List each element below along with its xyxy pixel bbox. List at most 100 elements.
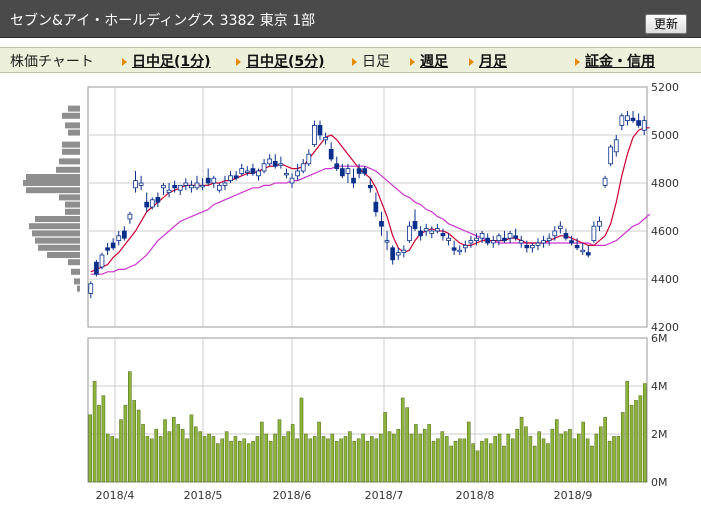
candle-body [211, 177, 217, 184]
candle-body [613, 139, 619, 153]
candle [194, 175, 200, 191]
candle [166, 183, 172, 198]
volume-bar [625, 380, 629, 483]
volume-bar [106, 433, 110, 483]
volume-bar [572, 438, 577, 483]
tab-monthly[interactable]: 月足 [469, 51, 507, 71]
candle [496, 233, 502, 246]
candle-body [312, 125, 317, 146]
volume-bar [471, 443, 475, 483]
tab-label: 株価チャート [10, 54, 94, 70]
x-tick-label: 2018/4 [96, 489, 135, 502]
tab-intraday-1min[interactable]: 日中足(1分) [122, 51, 211, 71]
volume-bar [145, 436, 150, 483]
volume-profile-bar [35, 237, 80, 244]
tab-intraday-5min[interactable]: 日中足(5分) [236, 51, 325, 71]
candle-body [362, 168, 368, 174]
candle-body [485, 237, 491, 244]
volume-bar [541, 438, 546, 483]
candle [284, 168, 289, 179]
volume-bar [356, 438, 361, 483]
candle-body [339, 168, 345, 177]
title-bar: セブン&アイ・ホールディングス 3382 東京 1部 更新 [0, 0, 701, 38]
candle [412, 209, 418, 231]
volume-bar [246, 443, 251, 483]
candle-body [557, 225, 563, 229]
candle [429, 226, 435, 239]
x-tick-label: 2018/9 [554, 489, 593, 502]
moving-average-long [90, 165, 651, 275]
refresh-button[interactable]: 更新 [645, 14, 687, 34]
volume-bar [255, 436, 260, 483]
candle [295, 163, 300, 181]
volume-bar [216, 443, 220, 483]
volume-bar [581, 421, 585, 483]
candle [345, 163, 351, 183]
tab-margin-credit[interactable]: 証金・信用 [575, 51, 655, 71]
x-tick-label: 2018/8 [456, 489, 495, 502]
price-tick-label: 4800 [651, 177, 679, 190]
candle [435, 223, 440, 234]
volume-bar [449, 445, 453, 483]
candle-body [127, 213, 133, 220]
volume-profile-bar [65, 201, 80, 208]
candle [535, 238, 541, 251]
volume-bar [629, 404, 634, 483]
volume-profile-bar [26, 174, 80, 180]
candle-body [552, 230, 558, 237]
candle-body [468, 240, 474, 244]
volume-profile-bar [68, 105, 80, 112]
candle-body [138, 182, 144, 186]
candle [256, 168, 261, 181]
volume-bar [141, 424, 145, 483]
candle-body [418, 230, 423, 237]
candle [312, 120, 317, 147]
volume-bar [524, 426, 528, 483]
candle [144, 192, 150, 212]
candle-body [144, 201, 150, 208]
volume-bar [268, 440, 273, 483]
volume-profile-bar [62, 112, 80, 119]
volume-bar [493, 436, 497, 483]
candle-body [507, 232, 513, 239]
volume-profile-bar [59, 158, 80, 165]
candle-body [502, 237, 507, 241]
candle-body [239, 168, 245, 174]
arrow-right-icon [410, 58, 415, 66]
tab-weekly[interactable]: 週足 [410, 51, 448, 71]
volume-bar [172, 416, 176, 483]
volume-tick-label: 2M [651, 428, 668, 441]
candle [379, 211, 384, 236]
candle [407, 221, 412, 243]
candle [211, 175, 217, 188]
candle [546, 233, 552, 246]
volume-bar [458, 438, 462, 483]
volume-profile-bar [26, 187, 80, 194]
candle [580, 243, 586, 255]
tab-label: 証金・信用 [585, 54, 655, 70]
candle [323, 132, 328, 145]
candle [552, 226, 558, 241]
candle [636, 113, 641, 128]
volume-bar [128, 371, 132, 483]
candle-body [429, 230, 435, 234]
candle-body [356, 168, 362, 174]
arrow-right-icon [352, 58, 357, 66]
candle [351, 168, 356, 188]
volume-bar [383, 412, 387, 483]
stock-title: セブン&アイ・ホールディングス 3382 東京 1部 [10, 13, 316, 29]
candle-body [367, 184, 373, 189]
volume-bar [286, 431, 291, 483]
candle [440, 228, 446, 241]
candle-body [94, 261, 99, 275]
volume-bar [136, 409, 141, 483]
candle-body [474, 237, 479, 241]
candle-body [289, 177, 295, 184]
volume-bar [563, 431, 568, 483]
tab-stock-chart: 株価チャート [10, 51, 94, 71]
volume-profile-bar [77, 285, 80, 292]
candle-body [585, 252, 591, 256]
volume-profile-bar [35, 216, 80, 222]
candle-body [116, 235, 122, 242]
candle [356, 163, 362, 179]
